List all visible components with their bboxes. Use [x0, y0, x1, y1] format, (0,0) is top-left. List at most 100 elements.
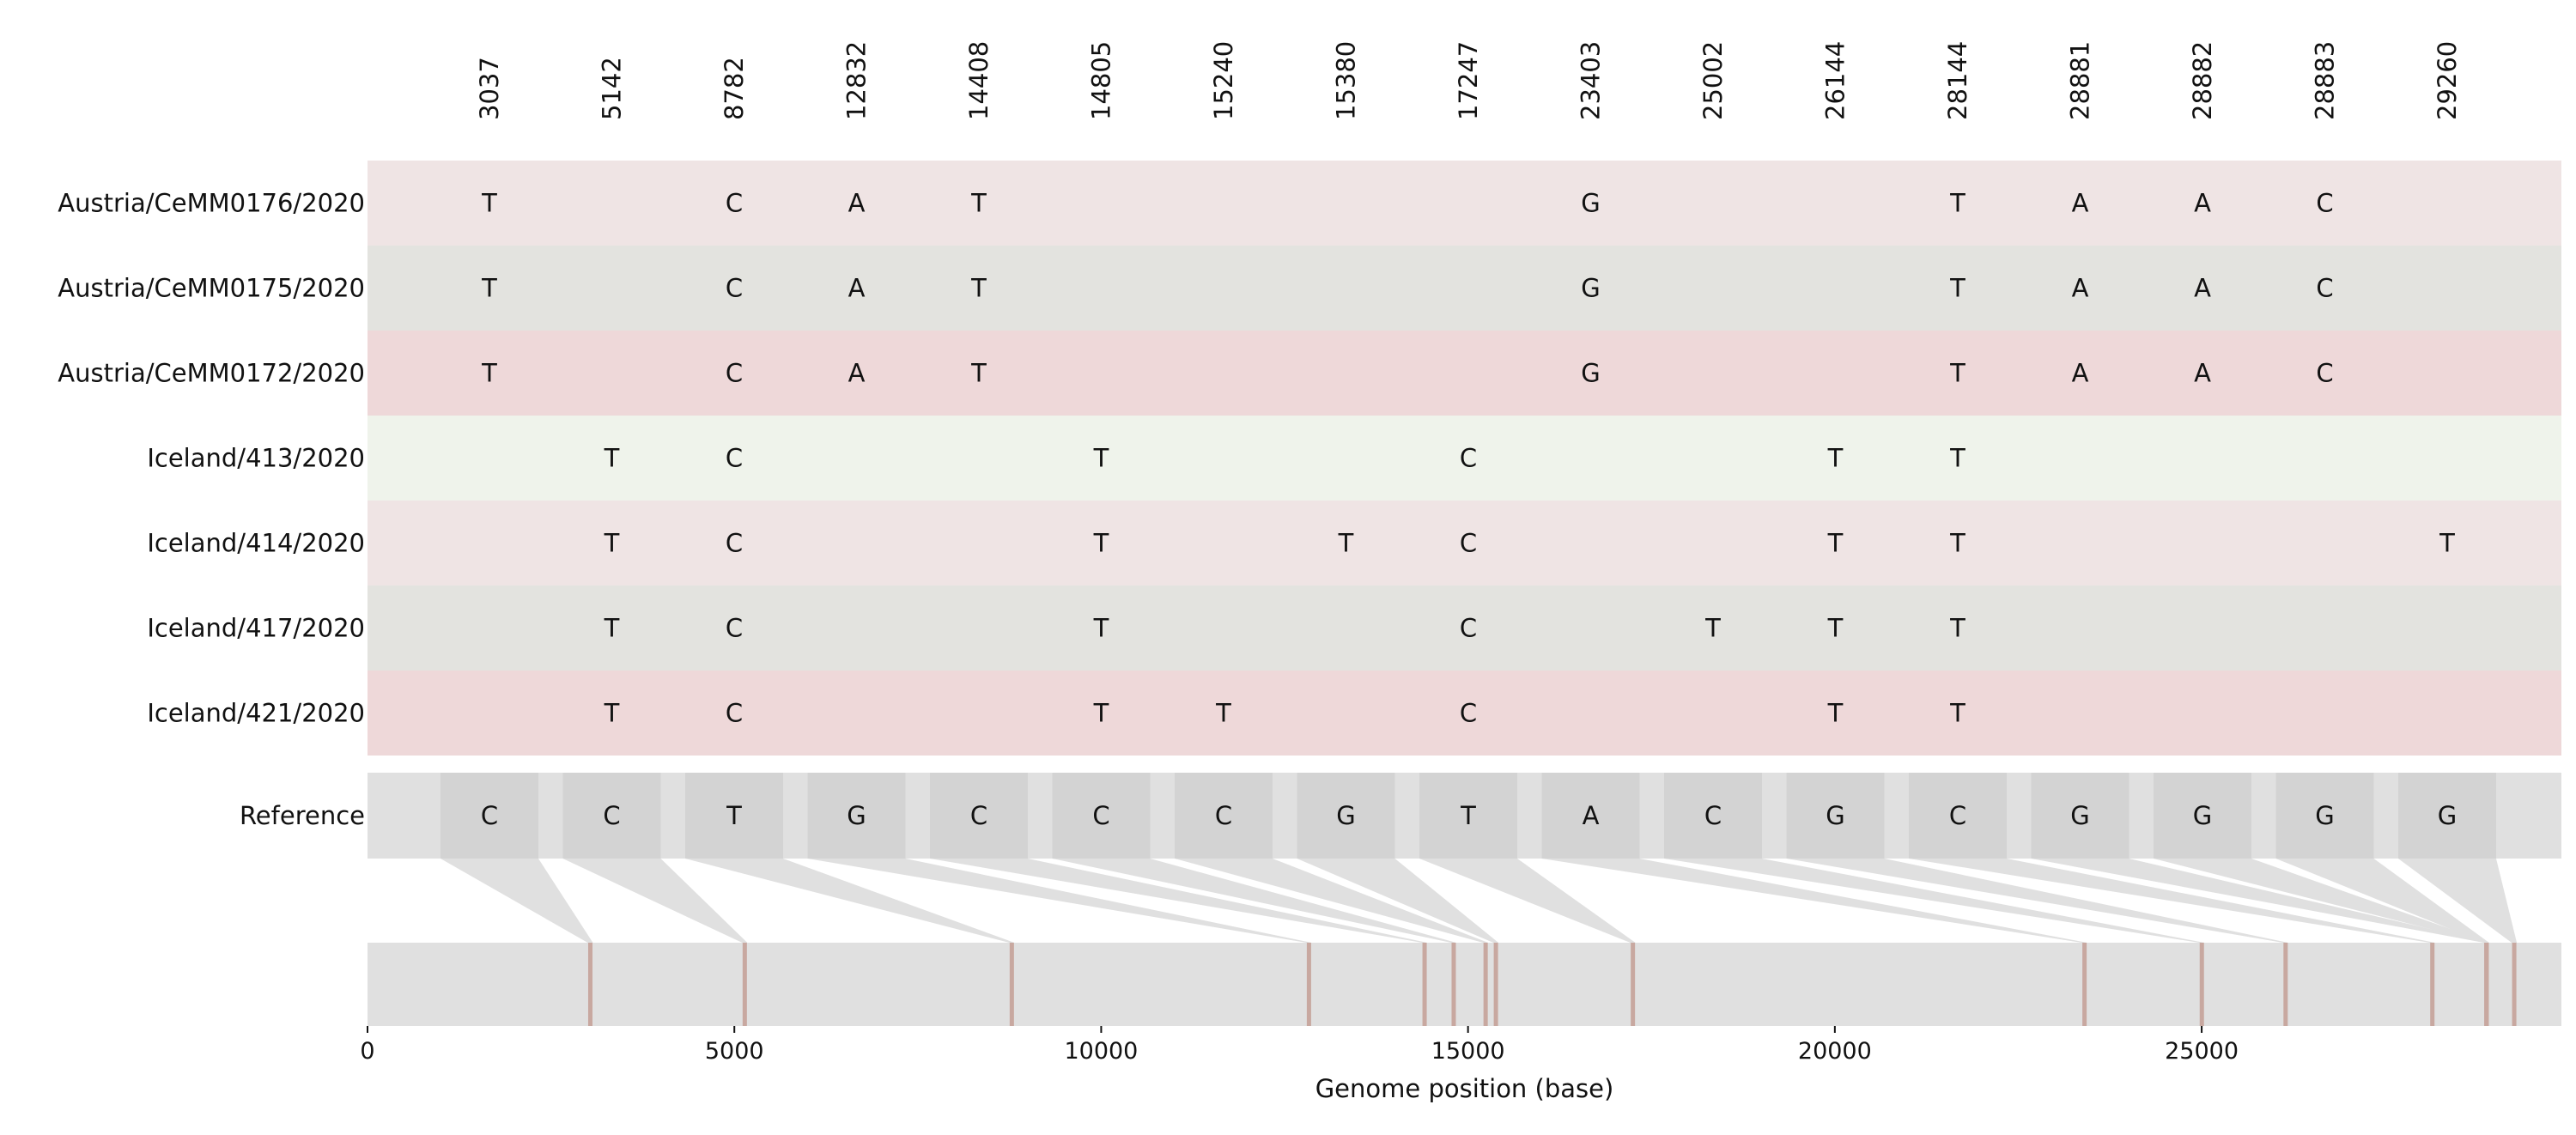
variant-marker	[2199, 943, 2204, 1026]
position-label: 28881	[2066, 41, 2095, 120]
variant-base: T	[2439, 529, 2455, 558]
x-axis: 0 5000 10000 15000 20000 25000 Genome positio…	[360, 1026, 2239, 1103]
position-label: 5142	[598, 57, 627, 120]
variant-marker	[2082, 943, 2087, 1026]
reference-cell	[1909, 773, 2007, 859]
reference-base: C	[1704, 801, 1722, 830]
reference-base: C	[481, 801, 498, 830]
position-connector	[1052, 859, 1456, 943]
x-axis-title: Genome position (base)	[1315, 1074, 1614, 1103]
variant-base: T	[1093, 529, 1109, 558]
position-connector	[562, 859, 748, 943]
position-label: 8782	[720, 57, 749, 120]
variant-base: A	[2194, 359, 2211, 388]
sample-row-background	[368, 671, 2561, 756]
sample-row: Iceland/417/2020 T C T C T T T	[147, 586, 2561, 671]
sample-row-background	[368, 586, 2561, 671]
variant-base: T	[1949, 699, 1965, 728]
reference-cell	[1786, 773, 1885, 859]
variant-base: T	[1827, 614, 1844, 643]
variant-base: C	[726, 444, 743, 473]
variant-base: T	[1949, 529, 1965, 558]
variant-base: T	[604, 699, 620, 728]
variant-base: C	[1460, 699, 1477, 728]
position-connector	[1541, 859, 2087, 943]
variant-base: T	[481, 274, 497, 303]
position-connector	[807, 859, 1312, 943]
position-connector	[1419, 859, 1636, 943]
variant-marker	[1451, 943, 1456, 1026]
position-labels: 3037 5142 8782 12832 14408 14805 15240 15380 172…	[475, 41, 2462, 120]
variant-base: T	[481, 359, 497, 388]
variant-base: T	[1338, 529, 1354, 558]
reference-cell	[2031, 773, 2129, 859]
x-axis-tick-label: 25000	[2165, 1038, 2239, 1065]
reference-base: G	[1336, 801, 1355, 830]
position-label: 25002	[1698, 41, 1728, 120]
variant-base: A	[2072, 274, 2089, 303]
sample-label: Austria/CeMM0175/2020	[58, 274, 365, 303]
position-label: 28144	[1943, 41, 1972, 120]
position-connector	[930, 859, 1428, 943]
reference-base: G	[2070, 801, 2089, 830]
sample-label: Austria/CeMM0172/2020	[58, 359, 365, 388]
position-connector	[2275, 859, 2489, 943]
reference-cell	[2275, 773, 2374, 859]
x-axis-tick-label: 5000	[705, 1038, 764, 1065]
variant-base: T	[1827, 699, 1844, 728]
variant-base: C	[2316, 274, 2333, 303]
reference-base: A	[1583, 801, 1600, 830]
sample-label: Iceland/413/2020	[147, 444, 365, 473]
variant-marker	[2512, 943, 2517, 1026]
variant-base: C	[1460, 444, 1477, 473]
position-label: 28883	[2311, 41, 2340, 120]
position-connectors	[440, 859, 2518, 943]
reference-cell	[2154, 773, 2251, 859]
sample-row-background	[368, 161, 2561, 246]
position-label: 3037	[475, 57, 504, 120]
variant-base: A	[2072, 359, 2089, 388]
variant-marker	[1306, 943, 1311, 1026]
reference-cell	[1175, 773, 1273, 859]
reference-row: Reference C C T G C C C G T A C G C G G G G	[240, 773, 2561, 859]
variant-base: T	[970, 189, 987, 218]
sample-rows: Austria/CeMM0176/2020 T C A T G T A A CAustria/Ce…	[58, 161, 2561, 756]
reference-base: T	[1460, 801, 1476, 830]
variant-base: C	[726, 189, 743, 218]
variant-base: C	[726, 699, 743, 728]
sample-label: Iceland/421/2020	[147, 699, 365, 728]
position-label: 28882	[2188, 41, 2217, 120]
variant-base: T	[604, 444, 620, 473]
reference-cell	[1541, 773, 1640, 859]
variant-base: T	[1827, 444, 1844, 473]
position-label: 14408	[964, 41, 993, 120]
variant-base: G	[1581, 274, 1600, 303]
variant-base: T	[1215, 699, 1231, 728]
reference-cell	[685, 773, 783, 859]
sample-row: Austria/CeMM0172/2020 T C A T G T A A C	[58, 331, 2561, 416]
variant-base: C	[726, 614, 743, 643]
reference-label: Reference	[240, 801, 365, 830]
sample-label: Iceland/417/2020	[147, 614, 365, 643]
variant-base: T	[1093, 699, 1109, 728]
variant-base: T	[1827, 529, 1844, 558]
reference-base: C	[970, 801, 987, 830]
reference-base: G	[1826, 801, 1844, 830]
reference-base: T	[726, 801, 742, 830]
reference-cell	[1664, 773, 1762, 859]
position-connector	[2031, 859, 2489, 943]
reference-base: C	[1949, 801, 1966, 830]
reference-cell	[1419, 773, 1517, 859]
variant-base: T	[970, 359, 987, 388]
variant-base: T	[970, 274, 987, 303]
variant-base: T	[1949, 274, 1965, 303]
variant-marker	[587, 943, 592, 1026]
variant-base: T	[604, 614, 620, 643]
sample-row: Iceland/413/2020 T C T C T T	[147, 416, 2561, 501]
sample-row-background	[368, 246, 2561, 331]
variant-base: T	[1949, 359, 1965, 388]
x-axis-tick-label: 20000	[1798, 1038, 1872, 1065]
x-axis-tick-label: 0	[360, 1038, 374, 1065]
x-axis-ticks: 0 5000 10000 15000 20000 25000	[360, 1026, 2239, 1065]
